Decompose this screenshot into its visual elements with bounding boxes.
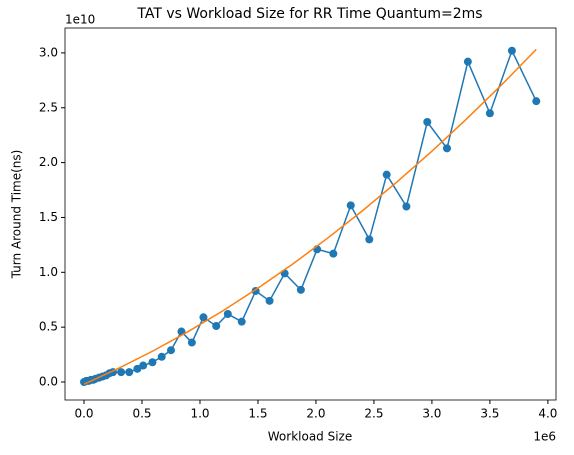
data-point [187,338,196,347]
data-point [212,322,221,331]
data-point [507,46,516,55]
x-axis-label: Workload Size [268,430,352,444]
data-point [237,317,246,326]
data-point [199,313,208,322]
y-tick-label: 0.0 [39,375,58,389]
data-point [157,352,166,361]
data-point [223,309,232,318]
data-point [125,368,134,377]
y-tick-label: 0.5 [39,320,58,334]
data-point [485,109,494,118]
data-point [402,202,411,211]
y-tick-label: 2.5 [39,100,58,114]
x-offset-label: 1e6 [533,430,556,444]
chart-title: TAT vs Workload Size for RR Time Quantum… [136,6,482,22]
x-tick-label: 2.0 [306,407,325,421]
data-point [166,346,175,355]
data-point [133,364,142,373]
data-point [365,235,374,244]
x-tick-label: 3.5 [480,407,499,421]
x-tick-label: 4.0 [538,407,557,421]
y-tick-label: 3.0 [39,45,58,59]
data-point [532,97,541,106]
x-tick-label: 1.0 [190,407,209,421]
data-point [382,170,391,179]
x-tick-label: 1.5 [248,407,267,421]
series-line [83,48,537,385]
data-point [442,144,451,153]
y-tick-label: 1.5 [39,210,58,224]
data-point [117,368,126,377]
x-tick-label: 3.0 [422,407,441,421]
y-tick-label: 2.0 [39,155,58,169]
y-axis-label: Turn Around Time(ns) [10,150,24,280]
x-tick-label: 0.0 [74,407,93,421]
data-point [139,361,148,370]
data-point [423,118,432,127]
data-point [296,285,305,294]
data-point [329,249,338,258]
data-point [346,201,355,210]
x-tick-label: 2.5 [364,407,383,421]
data-point [265,296,274,305]
data-point [463,57,472,66]
x-tick-label: 0.5 [132,407,151,421]
y-tick-label: 1.0 [39,265,58,279]
data-point [280,269,289,278]
y-offset-label: 1e10 [65,13,95,27]
data-point [148,358,157,367]
plot-frame [64,27,557,401]
